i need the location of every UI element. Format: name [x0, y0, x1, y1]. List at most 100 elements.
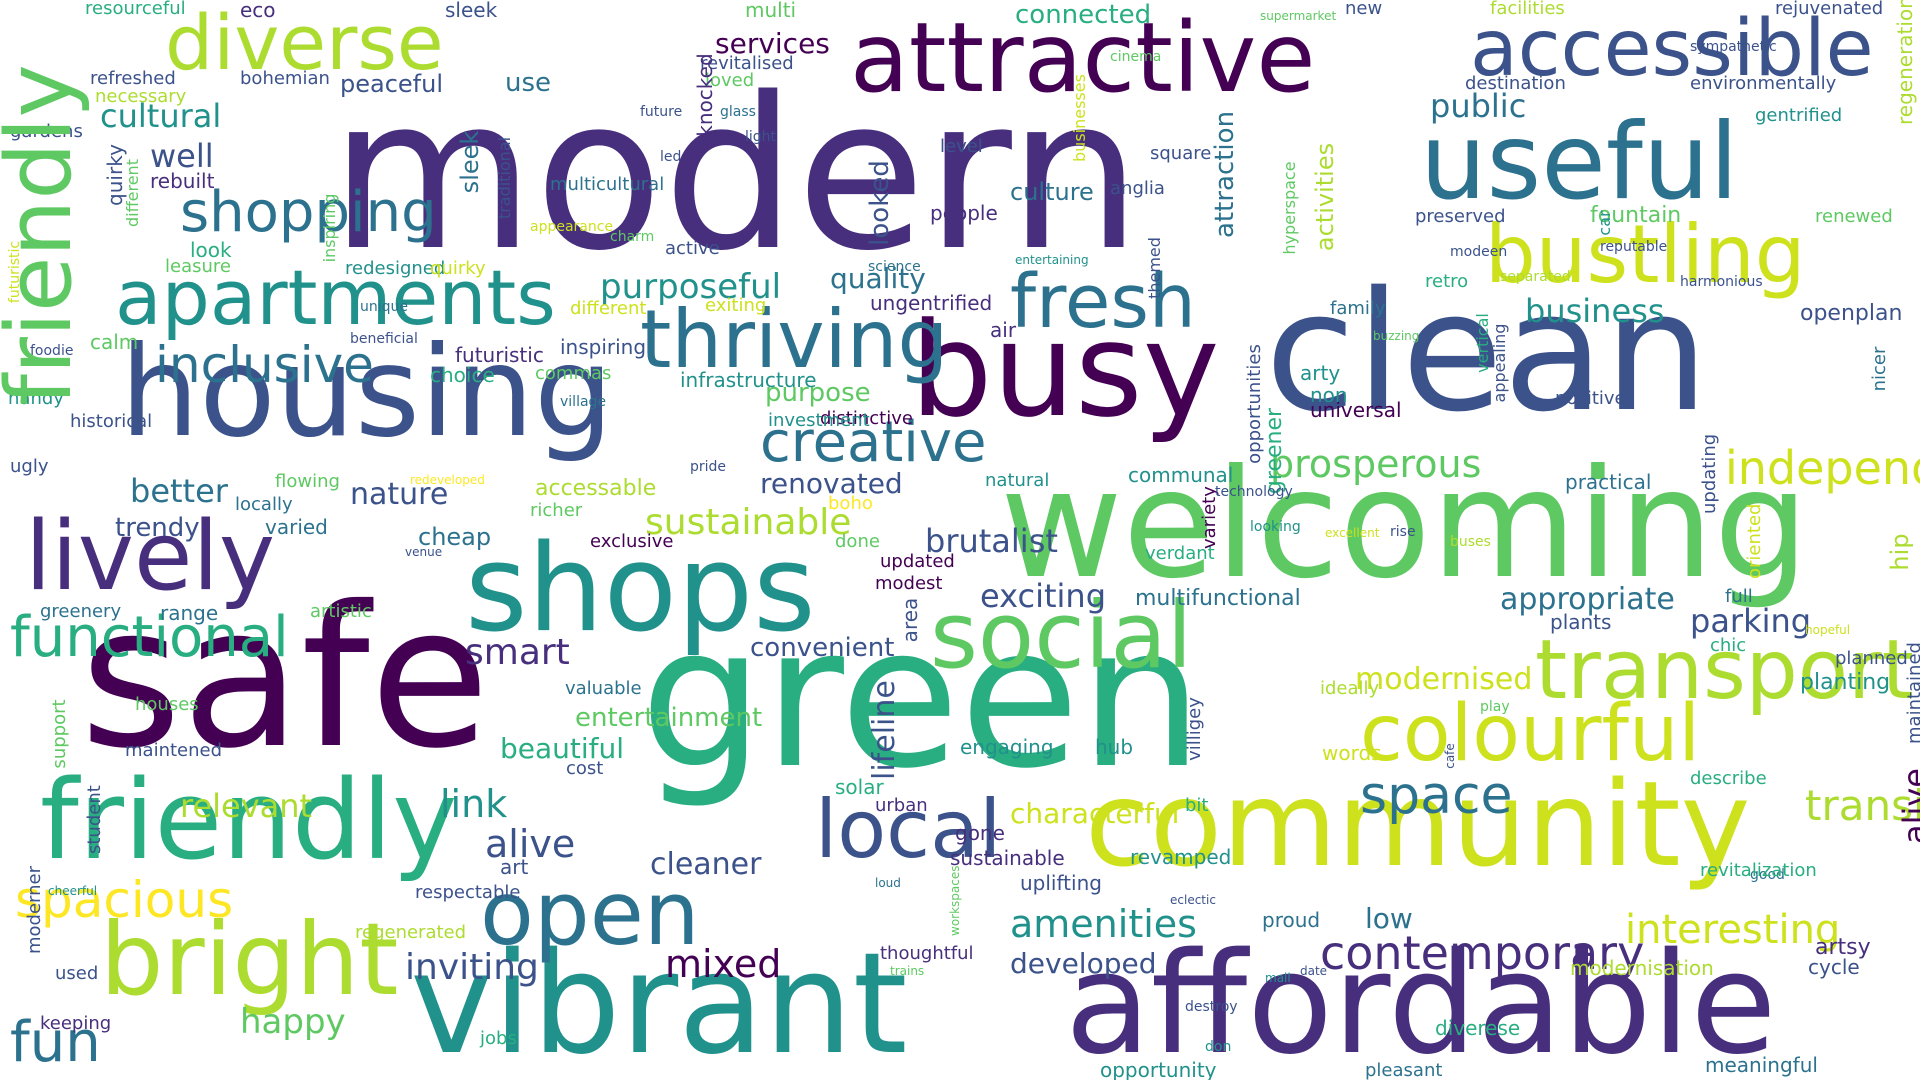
word-developed: modernised	[1355, 662, 1533, 697]
word-light-vertical: looked	[865, 160, 895, 246]
word-cycle: destroy	[1185, 999, 1238, 1015]
word-describe: pleasant	[1365, 1060, 1443, 1080]
word-thoughtful: gone	[955, 821, 1005, 845]
word-full: revitalization	[1700, 860, 1817, 881]
word-business: purposeful	[600, 267, 782, 307]
word-buses-vertical: regeneration	[1893, 0, 1917, 125]
word-ideally-vertical: maintained	[1904, 642, 1920, 744]
word-support: venue	[405, 545, 443, 559]
word-glass: multicultural	[550, 174, 665, 195]
word-artistic: ugly	[10, 456, 49, 477]
word-relevant: nature	[350, 477, 449, 512]
word-contemporary: sustainable	[645, 502, 852, 543]
word-public: well	[150, 137, 214, 175]
word-independent: prosperous	[1270, 442, 1482, 486]
word-locally: choice	[430, 363, 495, 387]
word-trendy: better	[130, 472, 228, 510]
word-multi: services	[715, 27, 830, 60]
word-exiting: look	[190, 238, 232, 262]
word-communal-vertical: themed	[1145, 237, 1164, 299]
word-inviting: contemporary	[1320, 926, 1645, 980]
word-loud: hub	[1095, 735, 1134, 759]
word-beneficial: quirky	[430, 258, 486, 279]
word-cultural: trendy	[115, 513, 200, 543]
word-rebuilt: loved	[705, 70, 755, 91]
word-light: light	[745, 129, 777, 145]
word-fun: local	[815, 783, 1002, 876]
word-bright: fresh	[1010, 259, 1196, 345]
word-words: planned	[1835, 648, 1908, 669]
word-investment: ungentrified	[870, 291, 993, 315]
word-fountain: non	[1310, 383, 1348, 407]
word-air: renewed	[1815, 206, 1893, 227]
word-interesting: amenities	[1010, 902, 1197, 946]
word-non-vertical: updating	[1699, 433, 1720, 514]
word-workspaces: urban	[875, 795, 928, 816]
word-connected: use	[505, 68, 552, 98]
word-bohemian: resourceful	[85, 0, 186, 19]
word-leasure: gardens	[10, 121, 83, 142]
word-destroy-vertical: workspaces	[948, 865, 962, 937]
word-ugly: futuristic	[455, 343, 544, 367]
word-inclusive: functional	[10, 605, 289, 670]
word-rise: rise	[1390, 524, 1416, 540]
word-science: preserved	[1415, 206, 1506, 227]
word-attractive: attractive	[850, 2, 1316, 114]
word-shopping: creative	[760, 410, 987, 475]
word-spacious: space	[1360, 766, 1513, 826]
word-done: jobs	[480, 1028, 517, 1049]
word-knocked: natural	[985, 470, 1050, 491]
word-peaceful: purpose	[765, 378, 871, 408]
word-village: village	[560, 394, 607, 410]
word-trains: sustainable	[950, 846, 1065, 870]
word-date: revamped	[1130, 845, 1232, 869]
word-services: cheap	[418, 523, 492, 551]
word-maintened: locally	[235, 494, 293, 515]
word-historical: beneficial	[350, 331, 418, 347]
word-buses: buses	[1450, 534, 1491, 550]
word-harmonious: harmonious	[1680, 274, 1763, 290]
word-universal: practical	[1565, 470, 1652, 494]
word-new-vertical: lifeline	[867, 680, 902, 780]
word-resourceful: eco	[240, 0, 276, 22]
word-bustling: accessible	[1470, 4, 1874, 94]
word-anglia: family	[1330, 298, 1386, 319]
word-well: relevant	[180, 787, 313, 825]
word-housing: housing	[120, 320, 614, 465]
word-regenerated: houses	[135, 694, 199, 715]
word-gardens: bohemian	[240, 68, 330, 89]
word-don: eclectic	[1170, 893, 1216, 907]
word-appealing-vertical: hip	[1886, 533, 1914, 571]
word-revamped: engaging	[960, 735, 1054, 759]
word-sustainable-2: bit	[1185, 795, 1209, 816]
word-openplan-vertical: cafe	[1443, 743, 1457, 769]
word-futuristic-vertical: futuristic	[7, 240, 23, 304]
word-play: play	[1480, 699, 1510, 715]
word-shops: shops	[465, 520, 816, 659]
word-opportunities-vertical: hyperspace	[1280, 161, 1299, 255]
word-redeveloped: people	[930, 201, 998, 225]
word-arty-vertical: oriented	[1744, 503, 1765, 579]
word-square: retro	[1425, 271, 1469, 292]
word-oriented: plants	[1550, 610, 1612, 634]
word-play: supermarket	[1260, 9, 1337, 23]
word-practical: hopeful	[1805, 623, 1851, 637]
word-level: investment	[768, 410, 870, 431]
word-harmonious: destination	[1465, 73, 1566, 94]
word-cinema: distinctive	[820, 408, 913, 429]
word-eclectic: solar	[835, 775, 884, 799]
word-venue: infrastructure	[680, 368, 817, 392]
word-creative: inclusive	[155, 336, 374, 394]
word-varied: commas	[535, 363, 612, 384]
word-characterful: low	[1365, 902, 1413, 935]
word-cheap: entertainment	[575, 703, 763, 733]
word-good: diverese	[1435, 1016, 1521, 1040]
word-hub-vertical: area	[898, 597, 922, 643]
word-charm: cinema	[1110, 49, 1162, 65]
word-space: shopping	[180, 180, 437, 245]
word-chic: artsy	[1815, 935, 1871, 960]
word-technology: environmentally	[1690, 73, 1837, 94]
word-alive-vertical: alive	[1896, 768, 1920, 845]
word-distinctive: air	[990, 318, 1017, 342]
word-smart: independent	[1725, 441, 1920, 495]
